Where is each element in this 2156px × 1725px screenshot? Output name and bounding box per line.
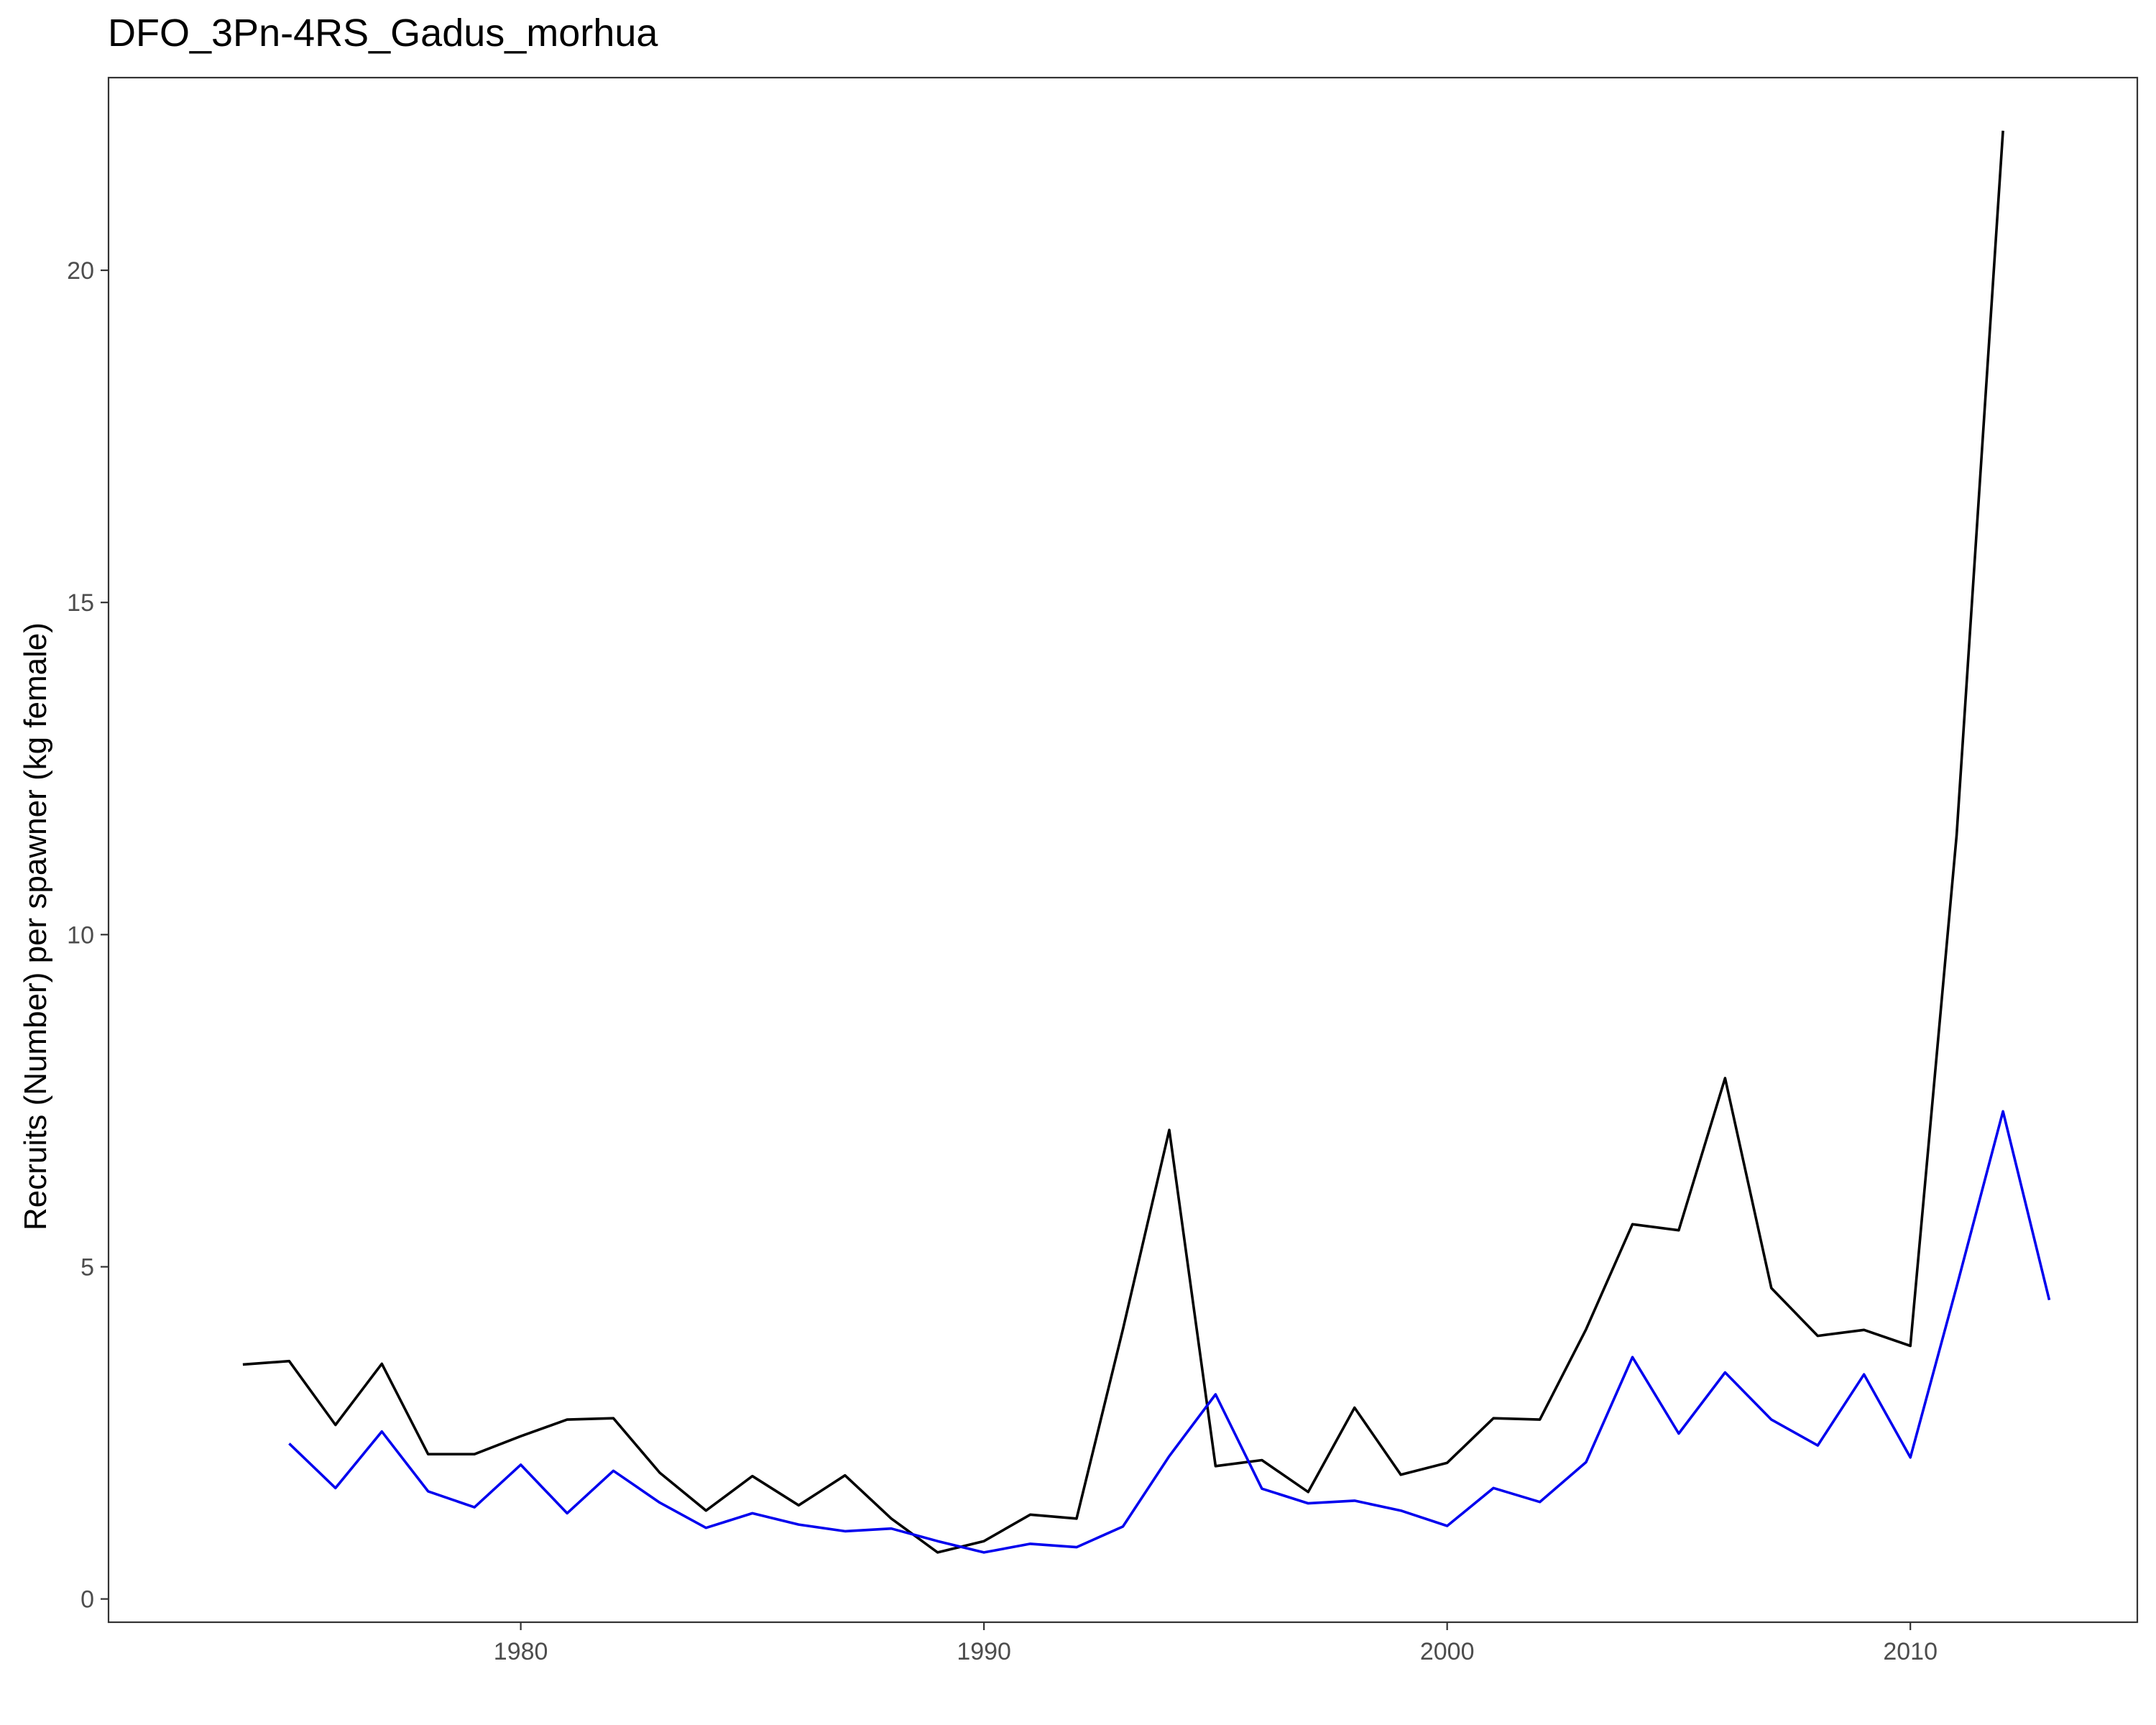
x-tick-label: 1990 [957,1638,1011,1665]
y-axis-label: Recruits (Number) per spawner (kg female… [18,622,53,1230]
x-tick-label: 2010 [1883,1638,1938,1665]
y-tick-label: 20 [67,257,94,285]
x-axis: 1980 1990 2000 2010 [494,1622,1938,1665]
x-tick-label: 2000 [1420,1638,1475,1665]
panel-border [107,76,2139,1624]
y-axis: 0 5 10 15 20 [67,257,109,1614]
x-tick-label: 1980 [494,1638,548,1665]
chart-title: DFO_3Pn-4RS_Gadus_morhua [108,12,658,55]
y-tick-label: 0 [80,1586,94,1614]
y-tick-label: 15 [67,589,94,617]
series-line-1 [242,130,2004,1554]
y-tick-label: 10 [67,921,94,949]
plot-panel [107,76,2139,1624]
y-tick-label: 5 [80,1254,94,1281]
series-layer [242,130,2051,1554]
series-line-2 [288,1110,2051,1554]
